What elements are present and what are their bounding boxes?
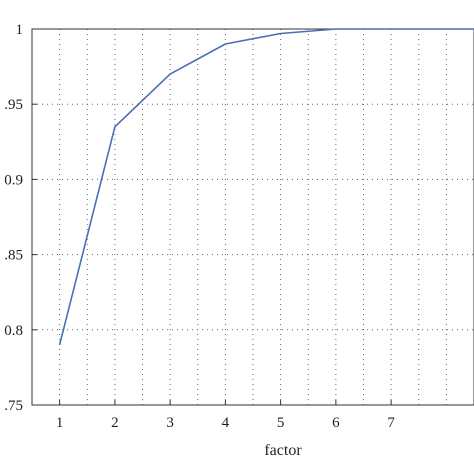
y-tick-label: .85 [4,248,23,264]
y-tick-label: 1 [16,22,24,38]
plot-frame [31,28,474,406]
series-line [58,28,474,345]
x-tick-label: 2 [111,415,119,431]
x-tick-label: 7 [387,415,395,431]
x-tick-label: 6 [332,415,340,431]
series-layer [58,28,474,345]
x-tick-label: 4 [222,415,230,431]
x-tick-label: 3 [166,415,174,431]
ticks-layer: 1 2 3 4 5 6 7 .75 0.8 .85 0.9 .95 1 [4,22,395,431]
x-tick-label: 1 [56,415,64,431]
y-tick-label: 0.8 [4,323,23,339]
y-tick-label: 0.9 [4,172,23,188]
y-tick-label: .75 [4,398,23,414]
grid-layer [32,29,474,405]
y-tick-label: .95 [4,97,23,113]
x-axis-title: factor [264,442,302,459]
x-tick-label: 5 [277,415,285,431]
